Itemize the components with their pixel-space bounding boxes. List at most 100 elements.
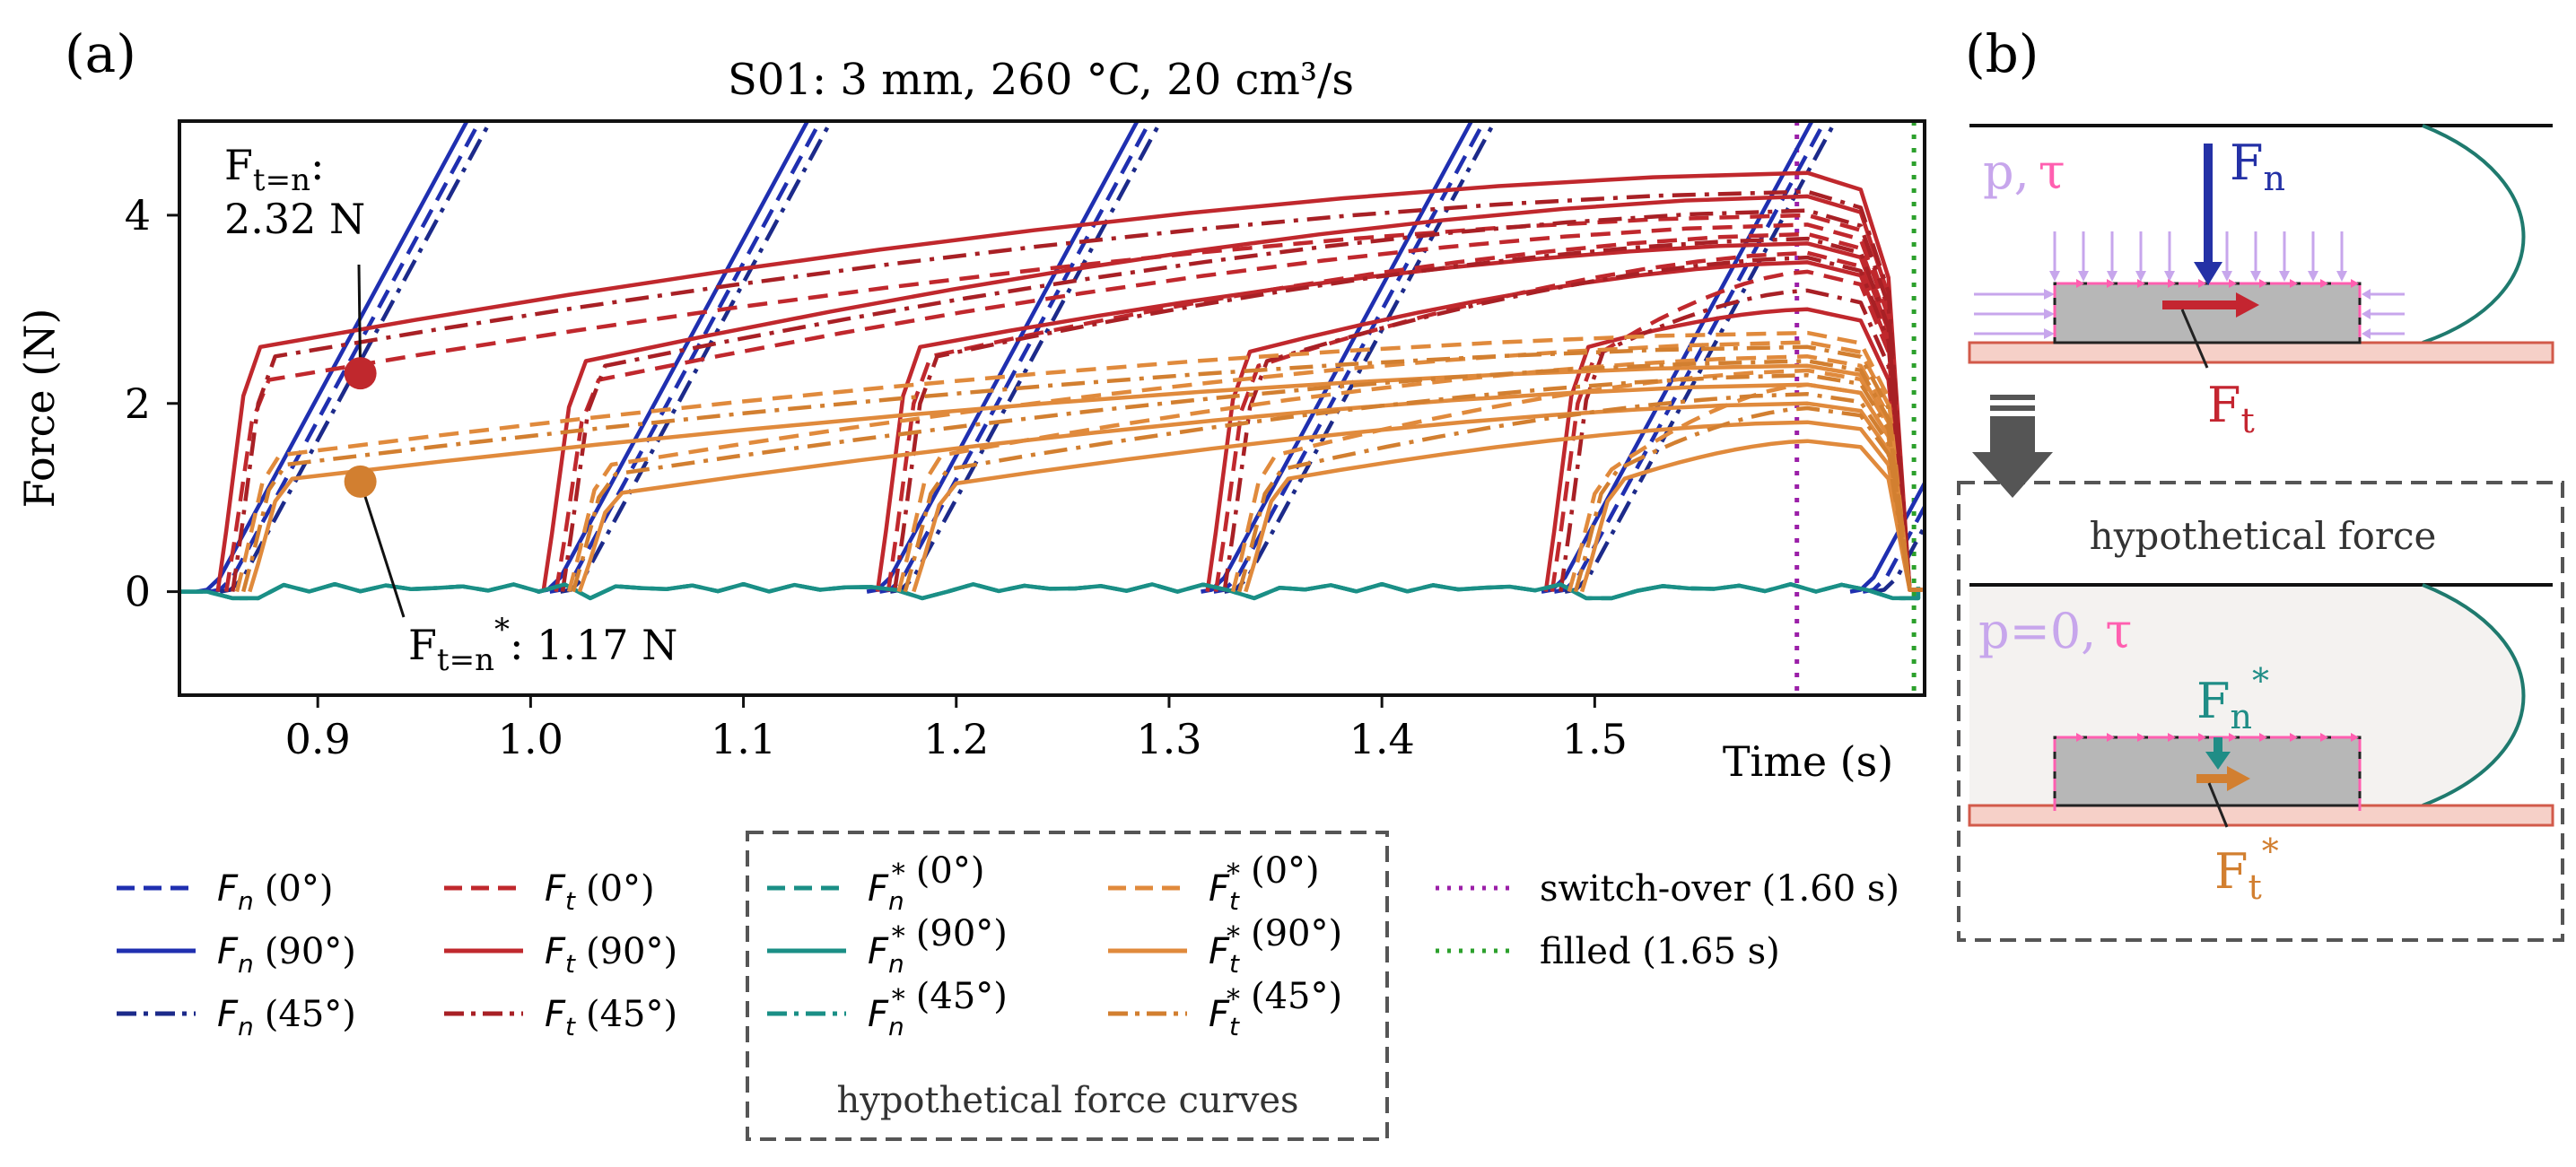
transition-arrow-icon [1972, 395, 2053, 498]
pressure-arrow-head [2049, 271, 2060, 282]
legend-label: Fn (0°) [217, 868, 333, 916]
velocity-profile-bottom [2422, 583, 2526, 807]
shear-arrow-head [2107, 279, 2115, 288]
ftstar-arrow-head [2227, 766, 2250, 791]
pressure-arrow-head [2222, 271, 2232, 282]
ft-label: Ft [2207, 377, 2255, 440]
pressure-arrow-head [2164, 271, 2175, 282]
shear-arrow-head [2259, 279, 2267, 288]
y-axis-label: Force (N) [15, 309, 64, 509]
fnstar-label: Fn* [2196, 661, 2269, 736]
p-tau-label-top: p, τ [1983, 144, 2065, 200]
shear-arrow-head [2107, 733, 2115, 742]
shear-arrow-head [2259, 733, 2267, 742]
series-ft-90- [215, 170, 1923, 592]
x-tick-label: 1.4 [1349, 715, 1415, 763]
pressure-arrow-head [2107, 271, 2118, 282]
series-f-t-0- [234, 330, 1923, 593]
diagram-bottom: hypothetical force Fn* Ft* p=0, τ [1957, 481, 2564, 942]
x-tick-label: 1.1 [711, 715, 776, 763]
annotations: Ft=n:2.32 N Ft=n*: 1.17 N [224, 141, 677, 678]
ftstar-marker [344, 465, 377, 498]
shear-arrow-head [2198, 279, 2206, 288]
pressure-arrow-head [2308, 271, 2318, 282]
y-tick-label: 4 [125, 191, 151, 239]
shear-arrow-head [2168, 279, 2176, 288]
shear-arrow-head [2137, 279, 2145, 288]
ftstar-label: Ft* [2214, 832, 2279, 907]
legend: Fn (0°) Fn (90°) Fn (45°) Ft (0°) Ft (90°) Ft (45°)… [117, 850, 1899, 1041]
fn-label: Fn [2230, 135, 2285, 198]
x-tick-label: 1.5 [1562, 715, 1628, 763]
ft-arrow-head [2236, 292, 2259, 318]
shear-arrow-head [2351, 279, 2359, 288]
diagram-top: Fn Ft p, τ [1968, 124, 2554, 440]
panel-b-label: (b) [1965, 23, 2039, 84]
shear-arrow-head [2320, 279, 2328, 288]
panel-a-label: (a) [65, 23, 136, 84]
legend-label: Fn (90°) [217, 931, 356, 979]
shear-arrow-head [2290, 733, 2298, 742]
legend-label-event: switch-over (1.60 s) [1540, 868, 1899, 910]
legend-label: Fn (45°) [217, 994, 356, 1041]
pressure-arrow-head [2044, 328, 2055, 339]
series-f-t-45- [241, 344, 1923, 593]
x-tick-label: 1.2 [923, 715, 989, 763]
shear-arrow-head [2229, 733, 2237, 742]
shear-arrow-head [2320, 733, 2328, 742]
shear-arrow-head [2076, 733, 2084, 742]
fnstar-arrow-head [2205, 752, 2231, 770]
series-fn-0- [208, 121, 1925, 594]
shear-arrow-head [2137, 733, 2145, 742]
legend-label: Fn* (0°) [868, 850, 984, 916]
pressure-arrow-head [2362, 309, 2371, 319]
x-tick-label: 1.0 [498, 715, 563, 763]
shear-arrows-top [2053, 279, 2362, 337]
chart-title: S01: 3 mm, 260 °C, 20 cm³/s [728, 55, 1354, 105]
ft-marker [344, 357, 377, 390]
plot-frame [178, 119, 1926, 697]
shear-arrow-head [2229, 279, 2237, 288]
x-axis-label: Time (s) [1723, 737, 1893, 786]
ftstar-annotation-label: Ft=n*: 1.17 N [408, 612, 677, 678]
shear-arrow-head [2198, 733, 2206, 742]
shear-arrow-head [2076, 279, 2084, 288]
p-tau-label-bottom: p=0, τ [1978, 603, 2132, 659]
hypothetical-force-title: hypothetical force [2090, 514, 2437, 558]
series-group [179, 121, 1925, 601]
ftstar-leader [2207, 782, 2229, 828]
legend-label: Ft (45°) [545, 994, 677, 1041]
pressure-arrow-head [2044, 309, 2055, 319]
part-block-top [2053, 282, 2362, 344]
series-f-n-45- [179, 581, 1921, 601]
bottom-wall-bottom [1968, 804, 2554, 827]
legend-label: Ft (0°) [545, 868, 655, 916]
pressure-arrow-head [2336, 271, 2347, 282]
legend-label: Ft* (90°) [1209, 913, 1342, 979]
pressure-arrow-head [2279, 271, 2290, 282]
ft-leader [2180, 309, 2209, 369]
part-block-bottom [2053, 736, 2362, 807]
legend-group-box [746, 831, 1389, 1141]
velocity-profile-top [2422, 124, 2526, 344]
series-f-t-90- [248, 363, 1923, 593]
legend-label: Fn* (90°) [868, 913, 1008, 979]
pressure-arrow-head [2078, 271, 2089, 282]
shear-arrow-head [2168, 733, 2176, 742]
ft-annotation-leader [357, 264, 362, 374]
shear-arrow-head [2290, 279, 2298, 288]
series-ft-45- [231, 189, 1923, 592]
pressure-arrows [1974, 231, 2405, 339]
legend-label: Ft (90°) [545, 931, 677, 979]
legend-label-event: filled (1.65 s) [1540, 931, 1780, 972]
x-tick-label: 1.3 [1136, 715, 1201, 763]
bottom-wall-top [1968, 341, 2554, 364]
y-tick-label: 0 [125, 568, 151, 616]
y-tick-label: 2 [125, 379, 151, 428]
legend-label: Ft* (0°) [1209, 850, 1320, 916]
y-ticks: 0 2 4 [125, 191, 179, 616]
ft-annotation-line1: Ft=n: [224, 141, 324, 198]
fn-arrow-head [2194, 262, 2222, 285]
x-ticks: 0.9 1.0 1.1 1.2 1.3 1.4 1.5 [285, 695, 1628, 763]
